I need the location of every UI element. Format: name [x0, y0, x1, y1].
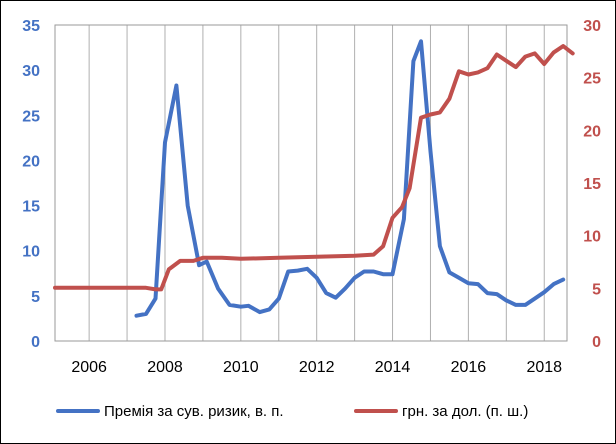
- right-tick-label: 5: [592, 281, 601, 298]
- left-tick-label: 0: [31, 334, 40, 351]
- right-axis-ticks: 0 5 10 15 20 25 30: [583, 18, 601, 351]
- series-lines: [53, 39, 575, 318]
- left-tick-label: 25: [22, 108, 40, 125]
- x-tick-label: 2012: [299, 359, 335, 376]
- right-tick-label: 20: [583, 123, 601, 140]
- x-tick-label: 2010: [223, 359, 259, 376]
- x-tick-label: 2008: [147, 359, 183, 376]
- x-tick-label: 2018: [526, 359, 562, 376]
- left-axis-ticks: 0 5 10 15 20 25 30 35: [22, 18, 40, 351]
- x-axis-ticks: 2006 2008 2010 2012 2014 2016 2018: [71, 359, 562, 376]
- x-tick-label: 2014: [375, 359, 411, 376]
- left-tick-label: 10: [22, 244, 40, 261]
- uah-usd-line: [53, 44, 575, 292]
- x-tick-label: 2006: [71, 359, 107, 376]
- left-tick-label: 5: [31, 289, 40, 306]
- left-tick-label: 35: [22, 18, 40, 35]
- right-tick-label: 30: [583, 18, 601, 35]
- right-tick-label: 10: [583, 229, 601, 246]
- left-tick-label: 15: [22, 199, 40, 216]
- plot-area-border: [54, 24, 568, 342]
- legend-label: Премія за сув. ризик, в. п.: [104, 403, 284, 420]
- left-tick-label: 20: [22, 153, 40, 170]
- right-tick-label: 25: [583, 71, 601, 88]
- left-tick-label: 30: [22, 63, 40, 80]
- right-tick-label: 15: [583, 176, 601, 193]
- legend: Премія за сув. ризик, в. п. грн. за дол. …: [56, 403, 528, 420]
- legend-label: грн. за дол. (п. ш.): [402, 403, 528, 420]
- risk-premium-line: [134, 39, 566, 318]
- x-tick-label: 2016: [451, 359, 487, 376]
- right-tick-label: 0: [592, 334, 601, 351]
